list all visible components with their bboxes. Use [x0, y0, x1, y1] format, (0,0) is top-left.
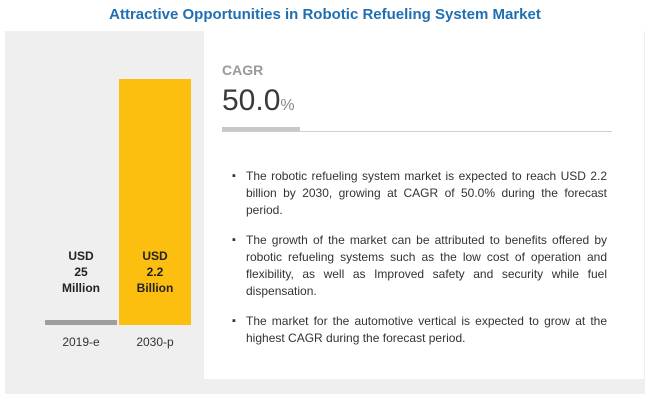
- bar-data-label-2019: USD 25 Million: [62, 249, 100, 295]
- cagr-label: CAGR: [222, 62, 264, 78]
- finding-item: The growth of the market can be attribut…: [232, 232, 607, 300]
- cagr-number: 50.0: [222, 84, 281, 117]
- cagr-unit: %: [280, 97, 295, 114]
- chart-title: Attractive Opportunities in Robotic Refu…: [109, 6, 541, 23]
- bar-data-label-2030: USD 2.2 Billion: [136, 249, 174, 295]
- x-tick-2019: 2019-e: [62, 335, 100, 349]
- cagr-divider: [222, 131, 612, 132]
- finding-item: The market for the automotive vertical i…: [232, 313, 607, 347]
- cagr-value: 50.0%: [222, 84, 295, 118]
- x-tick-2030: 2030-p: [136, 335, 174, 349]
- key-findings-list: The robotic refueling system market is e…: [232, 168, 607, 360]
- finding-item: The robotic refueling system market is e…: [232, 168, 607, 219]
- bar-2030: [119, 79, 191, 325]
- cagr-underline: [222, 127, 300, 131]
- bar-2019: [45, 320, 117, 325]
